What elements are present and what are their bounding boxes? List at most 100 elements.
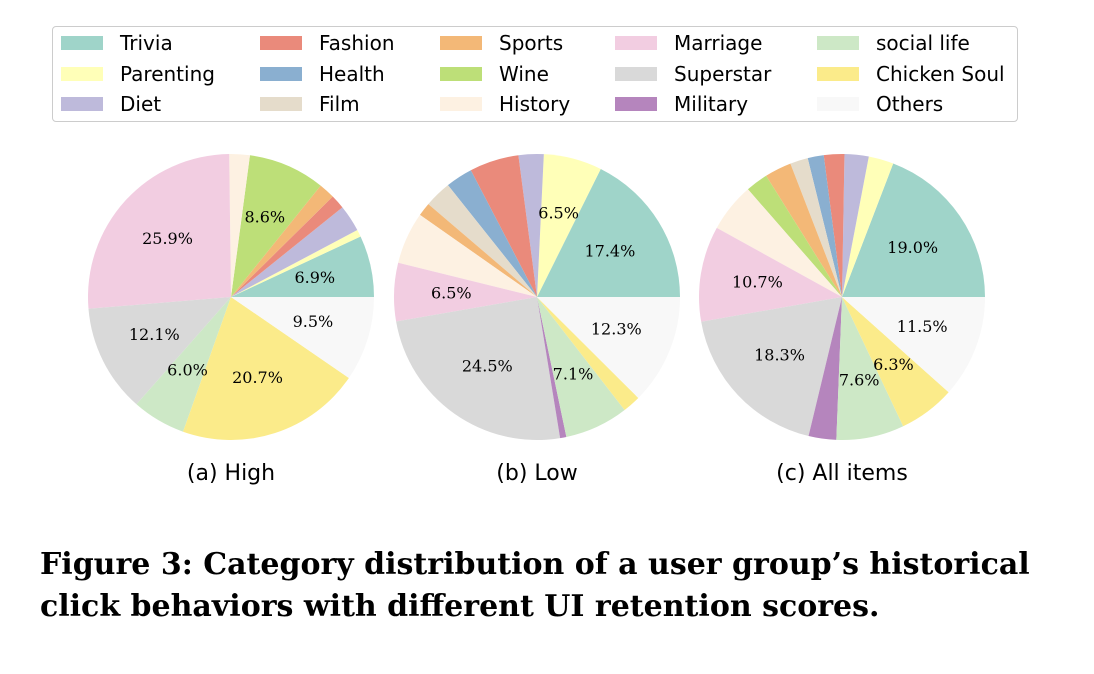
legend-item: social life bbox=[817, 31, 970, 55]
legend-label: Fashion bbox=[319, 31, 395, 55]
legend-label: History bbox=[499, 92, 571, 116]
legend-swatch bbox=[817, 97, 859, 111]
pie-slice bbox=[231, 155, 321, 297]
legend-label: Parenting bbox=[120, 62, 215, 86]
pie-slice bbox=[231, 229, 361, 297]
slice-label: 12.1% bbox=[129, 325, 180, 344]
pie-slice bbox=[229, 153, 250, 297]
legend-label: social life bbox=[876, 31, 970, 55]
legend-swatch bbox=[440, 36, 482, 50]
legend-item: Wine bbox=[440, 62, 549, 86]
pie-slice bbox=[842, 154, 869, 297]
legend-item: Parenting bbox=[61, 62, 215, 86]
pie-slice bbox=[537, 168, 681, 297]
pie-slice bbox=[428, 185, 537, 297]
pie-chart: 17.4% 6.5% 6.5% 24.5% 7.1% 12.3% (b) Low bbox=[393, 153, 681, 486]
pie-slice bbox=[808, 297, 842, 440]
legend-swatch bbox=[440, 67, 482, 81]
legend-swatch bbox=[260, 97, 302, 111]
slice-label: 9.5% bbox=[293, 312, 334, 331]
pie-slice bbox=[398, 214, 537, 297]
slice-label: 25.9% bbox=[142, 229, 193, 248]
pie-slice bbox=[537, 297, 567, 439]
slice-label: 24.5% bbox=[462, 356, 513, 375]
legend-label: Superstar bbox=[674, 62, 772, 86]
pie-chart: 6.9% 8.6% 25.9% 12.1% 6.0% 20.7% 9.5% (a) High bbox=[87, 153, 374, 486]
legend-swatch bbox=[615, 36, 657, 50]
pie-slice bbox=[823, 153, 845, 297]
legend-swatch bbox=[61, 67, 103, 81]
legend-label: Marriage bbox=[674, 31, 763, 55]
legend-item: Fashion bbox=[260, 31, 395, 55]
pie-slice bbox=[231, 297, 374, 378]
legend-item: Trivia bbox=[61, 31, 173, 55]
slice-label: 6.5% bbox=[538, 204, 579, 223]
legend-label: Trivia bbox=[120, 31, 173, 55]
legend-label: Diet bbox=[120, 92, 162, 116]
legend-swatch bbox=[61, 36, 103, 50]
legend-swatch bbox=[615, 97, 657, 111]
legend-label: Film bbox=[319, 92, 360, 116]
subfigure-caption: (b) Low bbox=[496, 461, 577, 486]
pie-slice bbox=[470, 155, 537, 297]
slice-label: 12.3% bbox=[591, 319, 642, 338]
pie-slice bbox=[790, 158, 842, 297]
pie-slice bbox=[537, 297, 639, 411]
pie-slice bbox=[701, 297, 842, 437]
slice-label: 18.3% bbox=[754, 345, 805, 364]
legend-label: Sports bbox=[499, 31, 564, 55]
pie-slice bbox=[183, 297, 349, 441]
pie-slice bbox=[842, 163, 985, 297]
legend-label: Military bbox=[674, 92, 749, 116]
pie-slice bbox=[393, 262, 537, 322]
figure-caption: Figure 3: Category distribution of a use… bbox=[40, 547, 1030, 624]
legend-item: Military bbox=[615, 92, 749, 116]
legend-item: Chicken Soul bbox=[817, 62, 1005, 86]
legend-label: Chicken Soul bbox=[876, 62, 1005, 86]
slice-label: 10.7% bbox=[732, 272, 783, 291]
slice-label: 8.6% bbox=[244, 208, 285, 227]
pie-slice bbox=[766, 163, 842, 297]
legend-swatch bbox=[61, 97, 103, 111]
legend-label: Wine bbox=[499, 62, 549, 86]
slice-label: 17.4% bbox=[584, 241, 635, 260]
chart-legend: Trivia Parenting Diet Fashion Health Film Spor… bbox=[52, 26, 1018, 122]
pie-slice bbox=[747, 175, 842, 297]
slice-label: 19.0% bbox=[887, 238, 938, 257]
pie-slice bbox=[419, 204, 537, 297]
pie-slice bbox=[231, 196, 343, 297]
legend-item: Sports bbox=[440, 31, 564, 55]
slice-label: 6.9% bbox=[294, 268, 335, 287]
pie-charts: 6.9% 8.6% 25.9% 12.1% 6.0% 20.7% 9.5% (a) High 1… bbox=[87, 153, 985, 486]
slice-label: 7.1% bbox=[553, 364, 594, 383]
slice-label: 7.6% bbox=[839, 371, 880, 390]
legend-item: Superstar bbox=[615, 62, 772, 86]
legend-item: Diet bbox=[61, 92, 162, 116]
pie-slice bbox=[231, 207, 358, 297]
slice-label: 6.0% bbox=[167, 360, 208, 379]
subfigure-caption: (a) High bbox=[187, 461, 275, 486]
pie-slice bbox=[537, 154, 601, 297]
pie-slice bbox=[88, 297, 231, 405]
legend-label: Others bbox=[876, 92, 944, 116]
pie-slice bbox=[836, 297, 904, 441]
pie-chart: 19.0% 10.7% 18.3% 7.6%6.3% 11.5% (c) All item… bbox=[698, 153, 985, 486]
legend-item: History bbox=[440, 92, 571, 116]
legend-item: Others bbox=[817, 92, 944, 116]
pie-slice bbox=[537, 297, 680, 398]
slice-label: 6.3% bbox=[873, 355, 914, 374]
legend-swatch bbox=[817, 36, 859, 50]
legend-swatch bbox=[260, 67, 302, 81]
legend-item: Marriage bbox=[615, 31, 763, 55]
pie-slice bbox=[447, 170, 537, 297]
legend-swatch bbox=[615, 67, 657, 81]
pie-slice bbox=[842, 156, 894, 297]
pie-slice bbox=[807, 155, 842, 297]
legend-swatch bbox=[440, 97, 482, 111]
subfigure-caption: (c) All items bbox=[776, 461, 908, 486]
pie-slice bbox=[396, 297, 561, 441]
legend-swatch bbox=[817, 67, 859, 81]
legend-item: Film bbox=[260, 92, 360, 116]
pie-slice bbox=[842, 297, 949, 427]
pie-slice bbox=[842, 297, 985, 393]
